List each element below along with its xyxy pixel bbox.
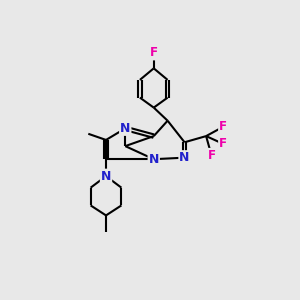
Text: N: N — [179, 151, 190, 164]
Text: F: F — [219, 120, 227, 134]
Text: N: N — [120, 122, 130, 135]
Text: N: N — [148, 153, 159, 166]
Text: F: F — [208, 149, 215, 162]
Text: F: F — [219, 137, 227, 150]
Text: N: N — [101, 169, 111, 183]
Text: F: F — [150, 46, 158, 59]
